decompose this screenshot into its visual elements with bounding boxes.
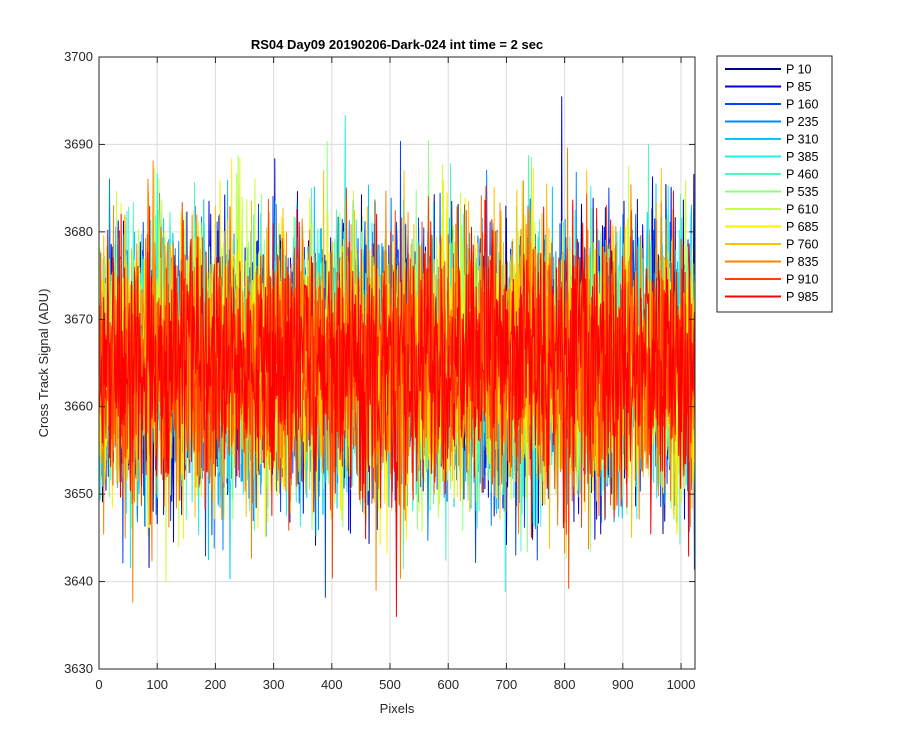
y-tick-label: 3700 bbox=[64, 49, 93, 64]
y-tick-label: 3650 bbox=[64, 486, 93, 501]
y-tick-label: 3670 bbox=[64, 311, 93, 326]
x-tick-label: 200 bbox=[205, 677, 227, 692]
y-axis-label: Cross Track Signal (ADU) bbox=[36, 289, 51, 438]
series-line bbox=[99, 185, 696, 618]
legend-label: P 10 bbox=[786, 63, 812, 77]
x-tick-label: 600 bbox=[437, 677, 459, 692]
x-tick-label: 900 bbox=[612, 677, 634, 692]
legend-box bbox=[716, 55, 833, 313]
legend-label: P 985 bbox=[786, 290, 818, 304]
legend-label: P 235 bbox=[786, 115, 818, 129]
x-axis: 0 100 200 300 400 500 600 700 800 900 1000 bbox=[95, 57, 695, 692]
x-tick-label: 100 bbox=[146, 677, 168, 692]
x-tick-label: 800 bbox=[554, 677, 576, 692]
x-tick-label: 700 bbox=[496, 677, 518, 692]
legend-label: P 310 bbox=[786, 133, 818, 147]
legend: P 10 P 85 P 160 P 235 P 310 P 385 P 460 P 535 P … bbox=[716, 55, 833, 313]
x-tick-label: 0 bbox=[95, 677, 102, 692]
y-tick-label: 3660 bbox=[64, 399, 93, 414]
x-tick-label: 500 bbox=[379, 677, 401, 692]
series-group bbox=[99, 96, 696, 618]
y-tick-label: 3640 bbox=[64, 574, 93, 589]
x-tick-label: 400 bbox=[321, 677, 343, 692]
legend-label: P 835 bbox=[786, 255, 818, 269]
chart-title: RS04 Day09 20190206-Dark-024 int time = … bbox=[251, 37, 543, 52]
y-axis: 3630 3640 3650 3660 3670 3680 3690 3700 bbox=[64, 49, 695, 676]
legend-label: P 85 bbox=[786, 80, 812, 94]
y-tick-label: 3630 bbox=[64, 661, 93, 676]
legend-label: P 760 bbox=[786, 238, 818, 252]
legend-label: P 160 bbox=[786, 98, 818, 112]
legend-label: P 385 bbox=[786, 150, 818, 164]
y-tick-label: 3690 bbox=[64, 136, 93, 151]
x-axis-label: Pixels bbox=[380, 701, 415, 716]
legend-label: P 610 bbox=[786, 203, 818, 217]
legend-label: P 685 bbox=[786, 220, 818, 234]
legend-label: P 910 bbox=[786, 273, 818, 287]
x-tick-label: 1000 bbox=[667, 677, 696, 692]
x-tick-label: 300 bbox=[263, 677, 285, 692]
legend-label: P 460 bbox=[786, 168, 818, 182]
plot-area-frame bbox=[98, 56, 696, 670]
y-tick-label: 3680 bbox=[64, 224, 93, 239]
legend-label: P 535 bbox=[786, 185, 818, 199]
